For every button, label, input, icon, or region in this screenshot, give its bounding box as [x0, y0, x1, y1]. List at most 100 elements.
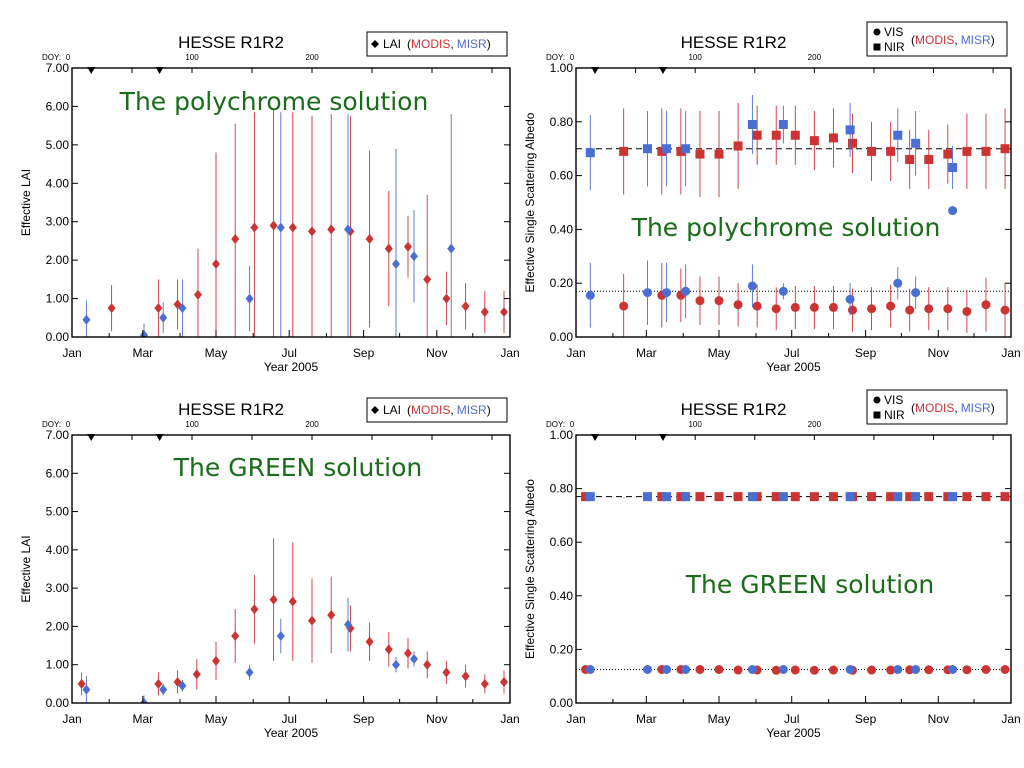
data-point	[948, 492, 958, 502]
data-point	[905, 305, 915, 315]
data-point	[905, 492, 915, 502]
data-point	[752, 492, 762, 502]
data-point	[962, 492, 972, 502]
data-point	[404, 648, 412, 659]
data-point	[714, 296, 724, 306]
data-point	[423, 659, 432, 670]
data-point	[643, 288, 653, 298]
legend-text: (MODIS, MISR)	[911, 33, 995, 47]
series-modis-nir	[619, 102, 1010, 198]
triangle-marker	[155, 434, 164, 441]
chart-title: HESSE R1R2	[178, 33, 284, 52]
x-tick-label: Jan	[566, 346, 585, 360]
data-point	[733, 300, 743, 310]
series-misr-nir	[585, 94, 958, 191]
y-tick-label: 0.80	[550, 482, 574, 496]
legend-text: LAI (MODIS, MISR)	[383, 37, 491, 51]
data-point	[276, 631, 285, 641]
doy-tick-label: 200	[305, 420, 319, 429]
data-point	[924, 665, 934, 675]
legend-symbol: LAI	[383, 37, 401, 51]
data-point	[384, 243, 393, 254]
data-point	[714, 492, 724, 502]
data-point	[948, 665, 958, 674]
legend-open: (	[407, 403, 411, 417]
data-point	[662, 288, 672, 298]
series-misr	[82, 597, 453, 703]
legend-circle-icon	[873, 28, 881, 36]
legend-box	[366, 31, 508, 57]
data-point	[245, 293, 254, 304]
x-tick-label: Jan	[1001, 712, 1020, 726]
x-tick-label: Jan	[62, 712, 81, 726]
data-marks	[77, 538, 508, 703]
y-tick-label: 1.00	[46, 658, 70, 672]
data-point	[809, 665, 819, 675]
data-point	[500, 676, 508, 687]
data-point	[790, 492, 800, 502]
data-point	[867, 492, 877, 502]
y-tick-label: 5.00	[46, 138, 70, 152]
triangle-marker	[659, 434, 667, 441]
y-tick-label: 5.00	[46, 505, 70, 519]
data-point	[643, 144, 653, 154]
data-point	[681, 286, 691, 296]
legend-symbol: LAI	[383, 403, 401, 417]
data-point	[943, 304, 953, 314]
y-tick-label: 0.80	[550, 115, 574, 129]
data-point	[662, 665, 672, 674]
data-point	[384, 644, 393, 655]
data-point	[140, 698, 148, 703]
legend-nir: NIR	[884, 408, 905, 422]
series-modis	[107, 110, 508, 337]
doy-label: DOY:	[546, 420, 565, 429]
data-point	[245, 667, 254, 678]
x-tick-label: May	[708, 346, 731, 360]
legend-misr: MISR	[457, 37, 487, 51]
data-point	[747, 665, 757, 674]
data-point	[107, 303, 116, 314]
data-point	[893, 278, 903, 288]
data-point	[790, 130, 800, 140]
x-tick-label: May	[708, 712, 731, 726]
data-point	[344, 224, 352, 235]
data-point	[461, 301, 470, 312]
data-point	[585, 290, 595, 300]
plot-frame	[71, 67, 511, 338]
y-tick-label: 0.00	[46, 330, 70, 344]
doy-tick-label: 100	[185, 420, 199, 429]
data-point	[212, 258, 220, 269]
data-point	[250, 604, 259, 615]
data-point	[948, 163, 958, 173]
y-axis-label: Effective Single Scattering Albedo	[523, 112, 537, 292]
data-point	[828, 133, 838, 143]
data-point	[911, 665, 921, 674]
doy-label: DOY:	[42, 53, 61, 62]
series-modis-nir	[581, 492, 1010, 502]
data-point	[747, 281, 757, 291]
data-point	[82, 684, 91, 695]
data-point	[643, 492, 653, 502]
x-tick-label: May	[205, 712, 228, 726]
data-point	[662, 492, 672, 502]
legend-modis: MODIS	[411, 37, 450, 51]
data-point	[790, 302, 800, 312]
data-point	[809, 302, 819, 312]
y-axis-label: Effective LAI	[19, 169, 33, 236]
data-point	[619, 301, 629, 311]
data-point	[981, 300, 991, 310]
legend-vis: VIS	[884, 393, 903, 407]
y-tick-label: 3.00	[46, 581, 70, 595]
data-point	[809, 492, 819, 502]
legend-nir: NIR	[884, 40, 905, 54]
y-axis-label: Effective Single Scattering Albedo	[523, 479, 537, 659]
data-point	[194, 289, 202, 300]
data-point	[308, 615, 316, 626]
data-point	[212, 655, 220, 666]
annotation-text: The GREEN solution	[173, 453, 422, 482]
data-point	[962, 665, 972, 675]
data-point	[643, 665, 653, 674]
series-modis-vis	[619, 263, 1010, 337]
legend-modis: MODIS	[915, 33, 954, 47]
